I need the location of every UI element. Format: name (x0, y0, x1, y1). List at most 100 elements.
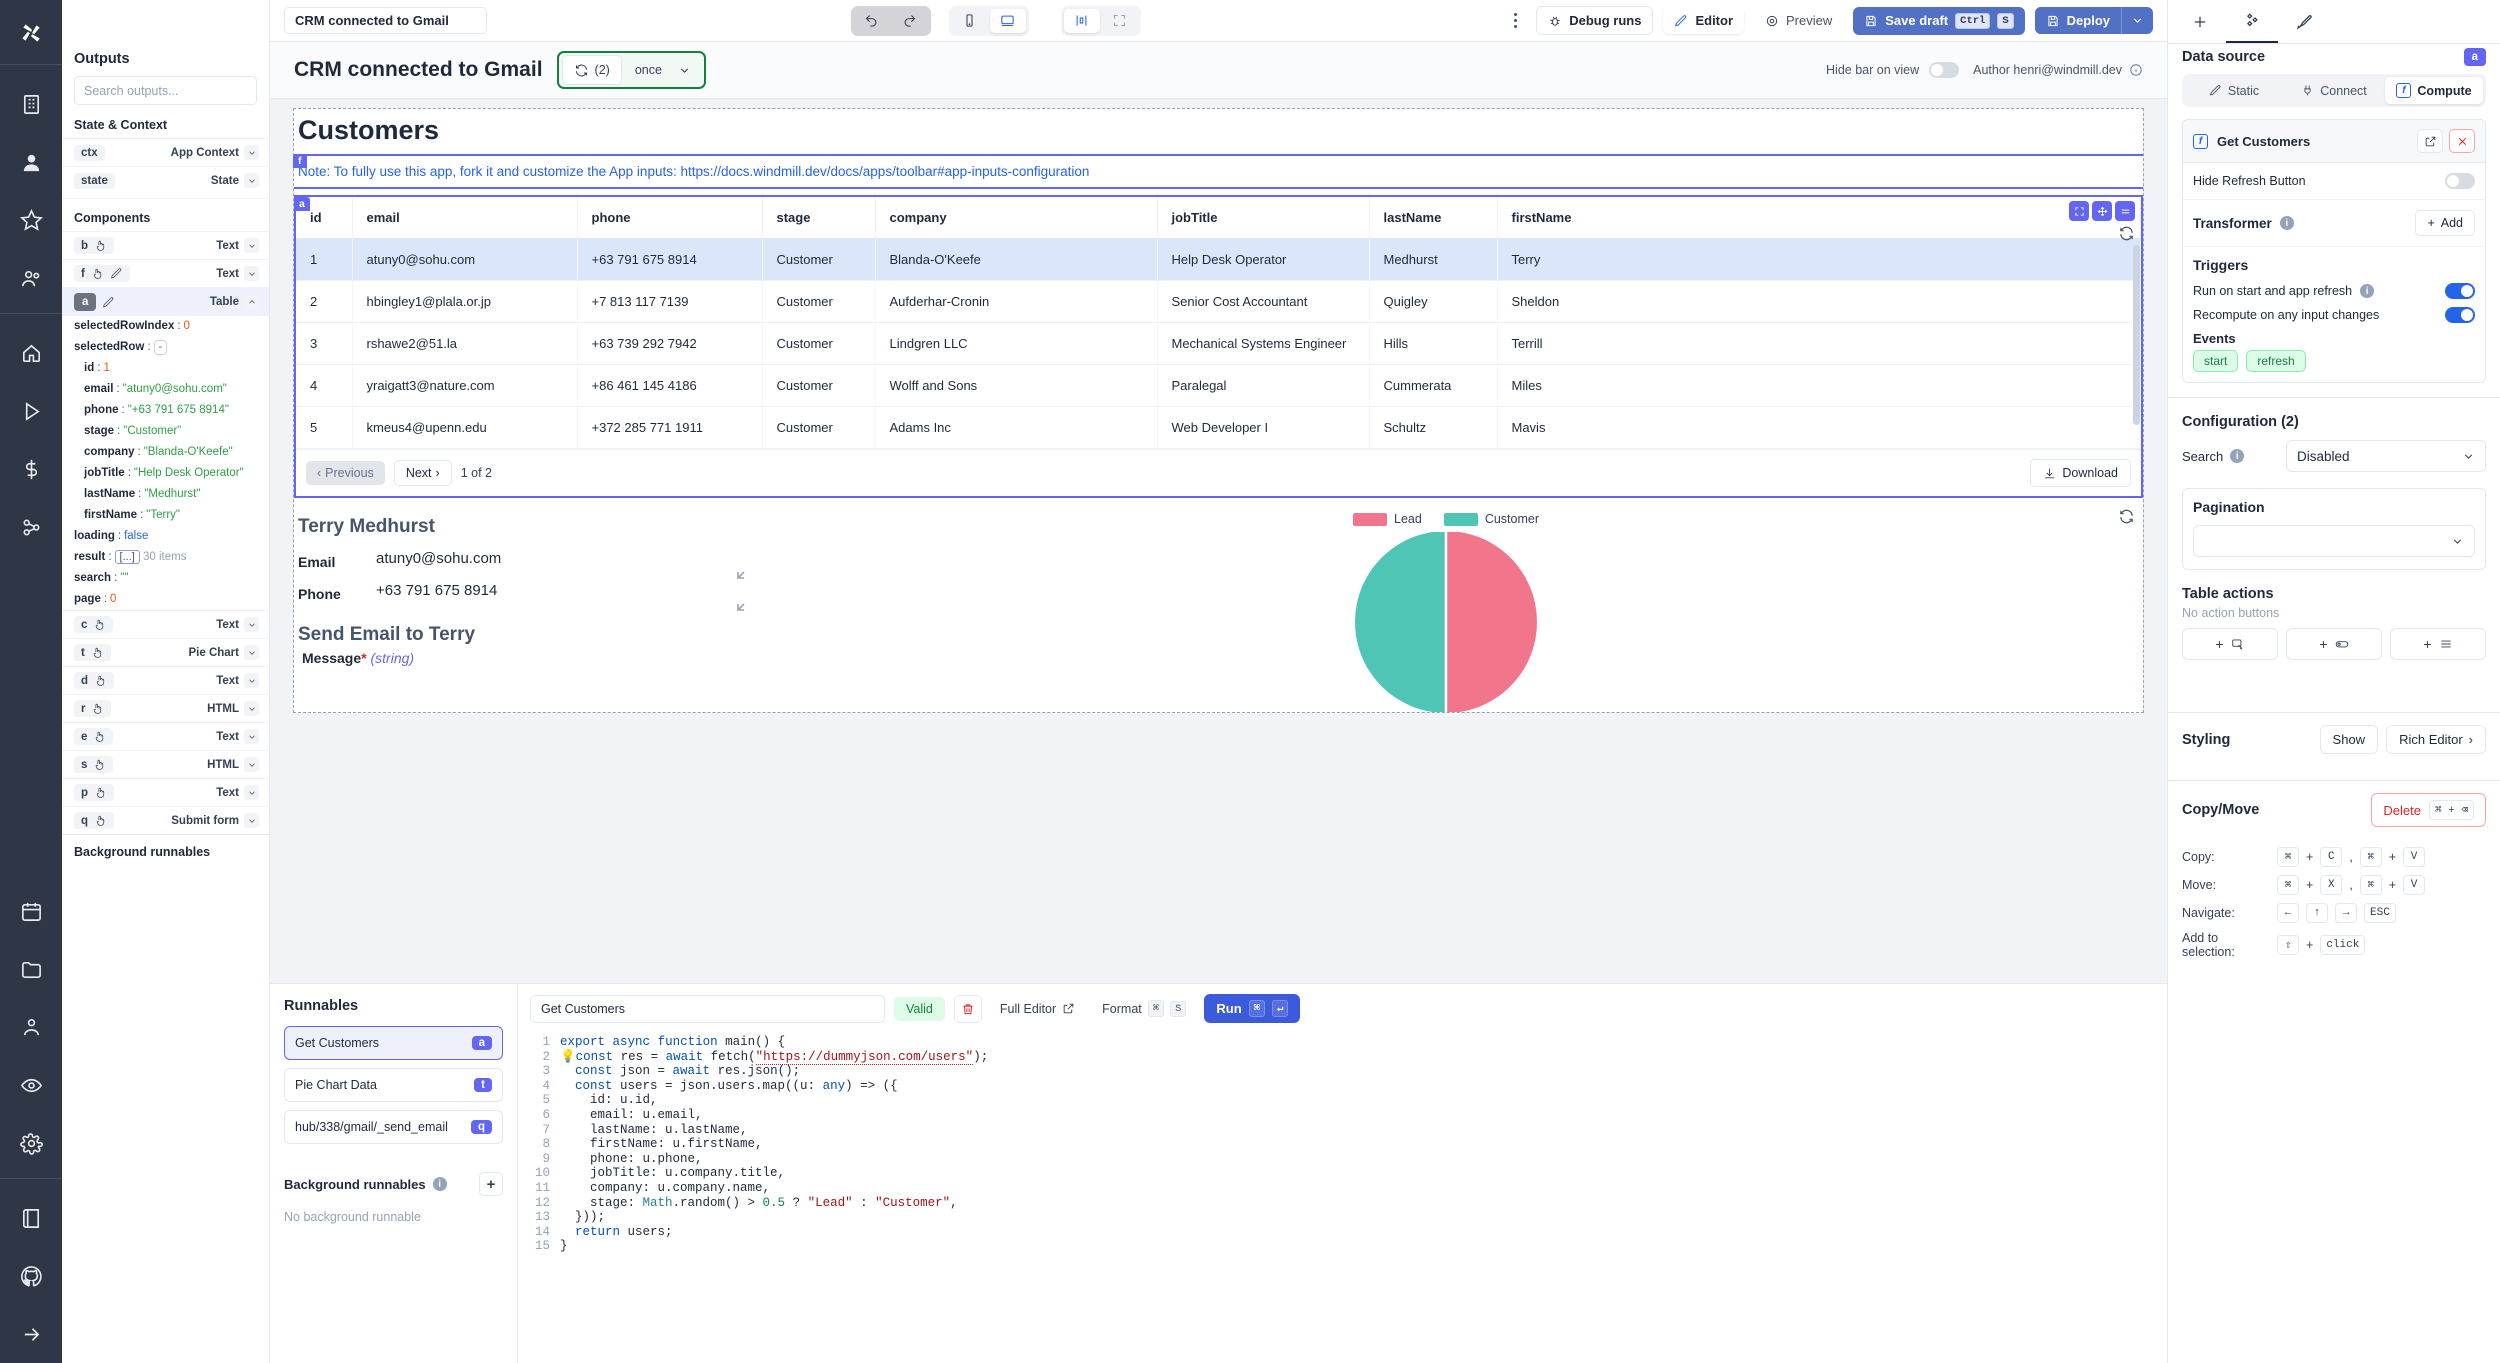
favorites-star-icon[interactable] (9, 198, 53, 242)
more-options-icon[interactable] (1504, 13, 1526, 28)
component-badge-a[interactable]: a (294, 197, 310, 211)
format-button[interactable]: Format ⌘ S (1093, 995, 1195, 1022)
next-page-button[interactable]: Next › (393, 460, 452, 486)
workspace-icon[interactable] (9, 82, 53, 126)
collapse-rail-icon[interactable] (9, 1312, 53, 1356)
resize-handle-icon[interactable] (737, 566, 745, 579)
edit-pencil-icon[interactable] (102, 296, 115, 309)
component-badge-f[interactable]: f (293, 154, 307, 168)
component-row-p[interactable]: p Text (62, 778, 269, 806)
event-tag-start[interactable]: start (2193, 350, 2239, 372)
component-row-r[interactable]: r HTML (62, 694, 269, 722)
tab-components-icon[interactable] (2226, 0, 2278, 43)
event-tag-refresh[interactable]: refresh (2246, 350, 2306, 372)
tab-insert-plus-icon[interactable] (2174, 0, 2226, 43)
th-jobTitle[interactable]: jobTitle (1157, 197, 1370, 239)
resources-icon[interactable] (9, 505, 53, 549)
runnable-item-pie-chart-data[interactable]: Pie Chart Data t (284, 1068, 503, 1102)
th-email[interactable]: email (352, 197, 578, 239)
component-row-b[interactable]: b Text (62, 231, 269, 259)
output-row-state[interactable]: state State (62, 166, 269, 194)
editor-tab-button[interactable]: Editor (1663, 7, 1745, 34)
add-select-action[interactable]: + (2390, 628, 2486, 660)
chart-refresh-icon[interactable] (2118, 508, 2135, 530)
chevron-down-icon[interactable] (244, 701, 259, 716)
remove-runnable-button[interactable] (2449, 129, 2475, 153)
recompute-toggle[interactable] (2445, 307, 2475, 323)
legend-item-lead[interactable]: Lead (1353, 512, 1422, 526)
run-on-start-toggle[interactable] (2445, 283, 2475, 299)
table-row[interactable]: 2 hbingley1@plala.or.jp +7 813 117 7139 … (296, 280, 2141, 323)
docs-book-icon[interactable] (9, 1196, 53, 1240)
refresh-mode-select[interactable]: once (622, 63, 701, 77)
windmill-logo-icon[interactable] (0, 8, 62, 58)
groups-icon[interactable] (9, 256, 53, 300)
mode-connect[interactable]: Connect (2285, 77, 2383, 104)
previous-page-button[interactable]: ‹ Previous (306, 461, 385, 485)
chevron-down-icon[interactable] (244, 617, 259, 632)
download-button[interactable]: Download (2030, 459, 2131, 487)
component-row-e[interactable]: e Text (62, 722, 269, 750)
info-icon[interactable]: i (2230, 449, 2245, 463)
resize-handle-icon[interactable] (737, 598, 745, 611)
component-row-f[interactable]: f Text (62, 259, 269, 287)
github-icon[interactable] (9, 1254, 53, 1298)
chevron-down-icon[interactable] (244, 729, 259, 744)
move-component-icon[interactable] (2092, 201, 2112, 221)
teams-icon[interactable] (9, 1005, 53, 1049)
component-row-t[interactable]: t Pie Chart (62, 638, 269, 666)
resize-component-icon[interactable] (2115, 201, 2135, 221)
table-row[interactable]: 1 atuny0@sohu.com +63 791 675 8914 Custo… (296, 238, 2141, 281)
chevron-down-icon[interactable] (244, 673, 259, 688)
redo-icon[interactable] (892, 9, 928, 33)
full-editor-button[interactable]: Full Editor (991, 997, 1084, 1021)
save-draft-button[interactable]: Save draft Ctrl S (1853, 6, 2025, 35)
table-row[interactable]: 4 yraigatt3@nature.com +86 461 145 4186 … (296, 364, 2141, 407)
undo-icon[interactable] (854, 9, 890, 33)
desktop-view-icon[interactable] (989, 8, 1026, 33)
app-title-input[interactable]: CRM connected to Gmail (284, 7, 487, 34)
debug-runs-button[interactable]: Debug runs (1536, 6, 1654, 35)
runs-play-icon[interactable] (9, 389, 53, 433)
preview-tab-button[interactable]: Preview (1754, 7, 1843, 34)
add-toggle-action[interactable]: + (2286, 628, 2382, 660)
table-row[interactable]: 5 kmeus4@upenn.edu +372 285 771 1911 Cus… (296, 406, 2141, 449)
chevron-down-icon[interactable] (244, 266, 259, 281)
chevron-down-icon[interactable] (244, 173, 259, 188)
th-stage[interactable]: stage (762, 197, 876, 239)
schedules-icon[interactable] (9, 889, 53, 933)
search-config-select[interactable]: Disabled (2286, 440, 2486, 472)
user-icon[interactable] (9, 140, 53, 184)
runnable-name-input[interactable]: Get Customers (530, 994, 885, 1023)
legend-item-customer[interactable]: Customer (1443, 512, 1539, 526)
home-icon[interactable] (9, 331, 53, 375)
folders-icon[interactable] (9, 947, 53, 991)
component-row-d[interactable]: d Text (62, 666, 269, 694)
add-background-runnable-button[interactable]: + (479, 1172, 503, 1196)
hide-bar-on-view-control[interactable]: Hide bar on view (1826, 62, 1960, 78)
pagination-select[interactable] (2193, 525, 2475, 557)
component-row-a-selected[interactable]: a Table (62, 287, 269, 316)
settings-gear-icon[interactable] (9, 1121, 53, 1165)
component-badge-a-right[interactable]: a (2463, 48, 2486, 66)
variables-icon[interactable] (9, 447, 53, 491)
center-align-icon[interactable] (1063, 8, 1100, 33)
mobile-view-icon[interactable] (952, 9, 988, 33)
styling-show-button[interactable]: Show (2319, 725, 2379, 754)
table-row[interactable]: 3 rshawe2@51.la +63 739 292 7942 Custome… (296, 322, 2141, 365)
chevron-down-icon[interactable] (244, 757, 259, 772)
expand-icon[interactable] (1102, 9, 1138, 33)
info-icon[interactable]: i (2279, 216, 2294, 230)
deploy-button[interactable]: Deploy (2034, 7, 2122, 34)
chevron-down-icon[interactable] (244, 238, 259, 253)
refresh-all-button[interactable]: (2) (561, 55, 622, 85)
run-button[interactable]: Run ⌘ ↵ (1204, 994, 1301, 1023)
search-outputs-input[interactable]: Search outputs... (74, 76, 257, 105)
chevron-down-icon[interactable] (244, 645, 259, 660)
info-icon[interactable]: i (2360, 284, 2375, 298)
table-refresh-icon[interactable] (2118, 225, 2135, 247)
code-editor[interactable]: 1 export async function main() { 2 💡const … (518, 1033, 2167, 1363)
add-transformer-button[interactable]: + Add (2415, 210, 2475, 236)
runnable-item-send-email[interactable]: hub/338/gmail/_send_email q (284, 1110, 503, 1144)
th-firstName[interactable]: firstName (1497, 197, 2141, 239)
